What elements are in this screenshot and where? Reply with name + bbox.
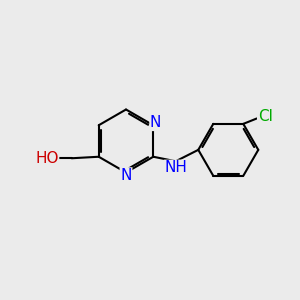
Text: N: N	[120, 168, 132, 183]
Text: N: N	[150, 116, 161, 130]
Text: HO: HO	[35, 151, 58, 166]
Text: Cl: Cl	[258, 110, 273, 124]
Text: NH: NH	[164, 160, 187, 175]
